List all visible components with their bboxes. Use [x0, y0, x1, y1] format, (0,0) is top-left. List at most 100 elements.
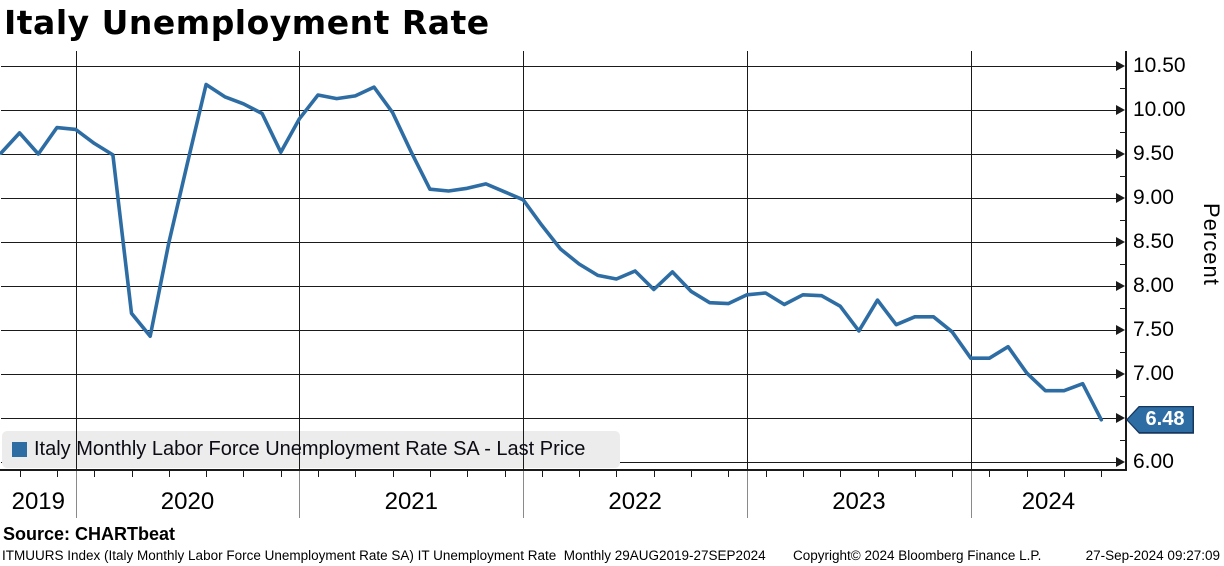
x-minor-tick — [467, 471, 469, 477]
legend[interactable]: Italy Monthly Labor Force Unemployment R… — [12, 431, 585, 468]
legend-background — [2, 431, 620, 468]
x-minor-tick — [504, 471, 506, 477]
x-minor-tick — [94, 471, 96, 477]
footer-copyright: Copyright© 2024 Bloomberg Finance L.P. — [793, 548, 1042, 563]
x-minor-tick — [243, 471, 245, 477]
x-minor-tick — [840, 471, 842, 477]
y-grid-line — [1, 285, 1116, 287]
x-minor-tick — [1026, 471, 1028, 477]
y-grid-arrow — [1116, 325, 1125, 335]
x-minor-tick — [765, 471, 767, 477]
year-grid-line — [747, 51, 748, 469]
y-tick-label: 8.00 — [1133, 274, 1174, 297]
y-tick-label: 8.50 — [1133, 230, 1174, 253]
x-minor-tick — [877, 471, 879, 477]
y-grid-line — [1, 329, 1116, 331]
source-label: Source: CHARTbeat — [3, 524, 176, 544]
x-year-label: 2019 — [11, 488, 65, 515]
y-grid-arrow — [1116, 413, 1125, 423]
x-minor-tick — [616, 471, 618, 477]
x-year-label: 2021 — [384, 488, 438, 515]
year-grid-line — [75, 51, 77, 469]
x-minor-tick — [206, 471, 208, 477]
y-grid-line — [1, 153, 1116, 155]
legend-series-label: Italy Monthly Labor Force Unemployment R… — [34, 438, 586, 460]
last-price-badge: 6.48 — [1126, 405, 1194, 434]
y-minor-tick — [1120, 351, 1126, 353]
year-separator — [970, 471, 972, 518]
y-grid-arrow — [1116, 457, 1125, 467]
y-minor-tick — [1120, 307, 1126, 309]
y-grid-line — [1, 373, 1116, 375]
series-line — [0, 82, 1104, 422]
legend-series-swatch — [12, 442, 27, 457]
year-separator — [299, 471, 301, 518]
year-grid-line — [970, 51, 972, 469]
x-minor-tick — [728, 471, 730, 477]
x-minor-tick — [691, 471, 693, 477]
x-axis-line — [0, 469, 1127, 471]
y-tick-label: 9.00 — [1133, 186, 1174, 209]
last-price-badge-fill: 6.48 — [1127, 407, 1193, 433]
x-minor-tick — [989, 471, 991, 477]
x-minor-tick — [914, 471, 916, 477]
chart-title: Italy Unemployment Rate — [4, 3, 490, 42]
y-grid-line — [1, 197, 1116, 199]
y-minor-tick — [1120, 395, 1126, 397]
x-minor-tick — [355, 471, 357, 477]
y-grid-arrow — [1116, 237, 1125, 247]
footer-description: ITMUURS Index (Italy Monthly Labor Force… — [2, 548, 766, 563]
x-minor-tick — [429, 471, 431, 477]
year-separator — [747, 471, 748, 518]
y-minor-tick — [1120, 131, 1126, 133]
y-tick-label: 9.50 — [1133, 142, 1174, 165]
y-grid-line — [1, 65, 1116, 67]
y-grid-arrow — [1116, 105, 1125, 115]
x-year-label: 2024 — [1021, 488, 1076, 515]
y-tick-label: 6.00 — [1133, 450, 1174, 473]
y-grid-arrow — [1116, 281, 1125, 291]
y-axis-line — [1125, 51, 1127, 471]
x-minor-tick — [579, 471, 581, 477]
y-axis-title: Percent — [1199, 203, 1224, 286]
y-minor-tick — [1120, 175, 1126, 177]
y-grid-line — [1, 109, 1116, 111]
y-grid-arrow — [1116, 61, 1125, 71]
y-minor-tick — [1120, 263, 1126, 265]
x-minor-tick — [653, 471, 655, 477]
x-minor-tick — [131, 471, 133, 477]
x-year-label: 2022 — [608, 488, 662, 515]
y-tick-label: 7.50 — [1133, 318, 1174, 341]
x-minor-tick — [802, 471, 804, 477]
footer-timestamp: 27-Sep-2024 09:27:09 — [1085, 548, 1220, 563]
year-separator — [523, 471, 525, 518]
y-tick-label: 10.00 — [1133, 98, 1186, 121]
x-minor-tick — [952, 471, 954, 477]
x-minor-tick — [318, 471, 320, 477]
y-grid-arrow — [1116, 193, 1125, 203]
y-minor-tick — [1120, 87, 1126, 89]
x-minor-tick — [392, 471, 394, 477]
y-grid-arrow — [1116, 369, 1125, 379]
x-minor-tick — [56, 471, 58, 477]
year-separator — [75, 471, 77, 518]
x-minor-tick — [168, 471, 170, 477]
x-year-label: 2020 — [160, 488, 215, 515]
y-grid-line — [1, 241, 1116, 243]
y-minor-tick — [1120, 219, 1126, 221]
x-minor-tick — [1101, 471, 1103, 477]
x-minor-tick — [1064, 471, 1066, 477]
y-grid-line — [1, 417, 1116, 419]
x-minor-tick — [541, 471, 543, 477]
y-grid-arrow — [1116, 149, 1125, 159]
y-tick-label: 10.50 — [1133, 54, 1186, 77]
year-grid-line — [299, 51, 301, 469]
year-grid-line — [523, 51, 525, 469]
x-minor-tick — [19, 471, 21, 477]
last-price-value: 6.48 — [1145, 408, 1185, 431]
x-minor-tick — [280, 471, 282, 477]
y-minor-tick — [1120, 439, 1126, 441]
y-tick-label: 7.00 — [1133, 362, 1174, 385]
